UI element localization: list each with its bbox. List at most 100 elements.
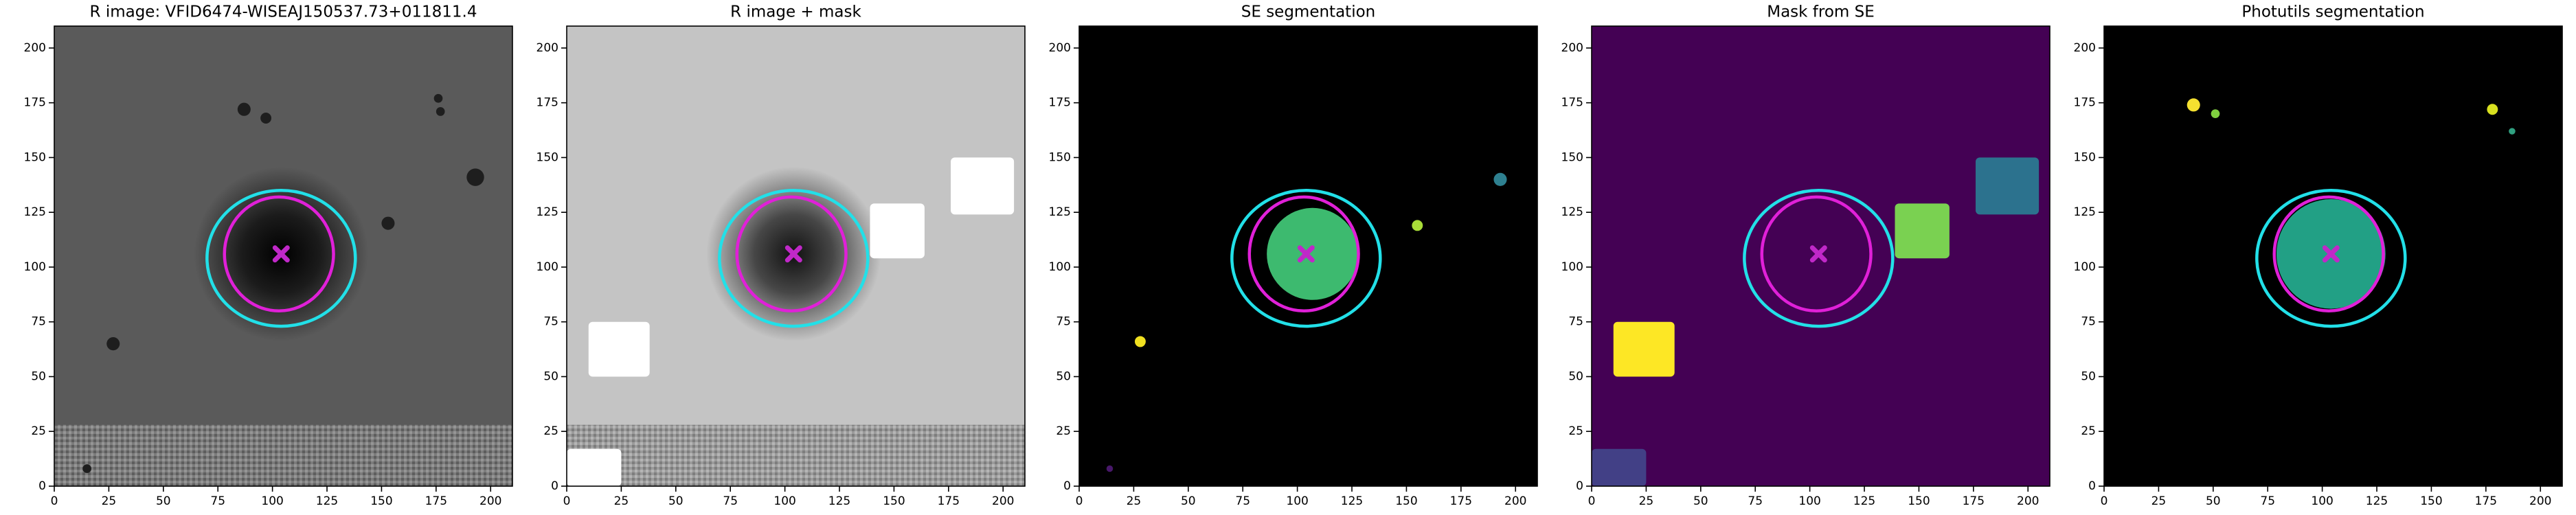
y-tick-label: 200: [24, 41, 46, 55]
mask-rect: [1976, 157, 2040, 215]
segment: [2187, 98, 2200, 112]
x-tick-label: 25: [1639, 494, 1654, 508]
y-tick-label: 75: [1056, 315, 1071, 329]
y-tick-label: 0: [1063, 479, 1071, 493]
x-tick-label: 175: [1963, 494, 1985, 508]
image-area: [1079, 26, 1537, 486]
axes-frame: [2103, 25, 2563, 487]
mask-rect: [1592, 448, 1647, 486]
mask-rect: [1613, 321, 1675, 377]
x-tick-label: 150: [1908, 494, 1930, 508]
segment: [2487, 104, 2498, 115]
segment: [82, 464, 91, 473]
panel: Photutils segmentation 0 25 50 75 100 125 150 17…: [2074, 3, 2563, 508]
aperture-ellipse: [2272, 195, 2385, 313]
x-tick-label: 75: [723, 494, 738, 508]
y-tick-label: 100: [1049, 260, 1071, 274]
segment: [260, 113, 272, 124]
x-tick-label: 0: [51, 494, 58, 508]
y-tick-label: 0: [38, 479, 46, 493]
segment: [106, 337, 120, 351]
x-tick-label: 75: [210, 494, 225, 508]
x-tick-label: 175: [938, 494, 960, 508]
y-tick-label: 75: [543, 315, 558, 329]
noise-band: [54, 424, 512, 486]
x-tick-label: 50: [1181, 494, 1196, 508]
segment: [2211, 109, 2220, 118]
aperture-ellipse: [1230, 189, 1382, 328]
noise-band: [567, 424, 1025, 486]
segment: [436, 107, 445, 116]
y-tick-label: 0: [1576, 479, 1583, 493]
aperture-ellipse: [735, 195, 848, 313]
x-tick-label: 175: [2475, 494, 2497, 508]
y-tick-label: 150: [24, 150, 46, 164]
mask-rect: [951, 157, 1015, 215]
image-area: [2104, 26, 2562, 486]
y-tick-label: 125: [2074, 205, 2096, 219]
axes-frame: [566, 25, 1026, 487]
y-tick-label: 100: [24, 260, 46, 274]
y-tick-label: 125: [536, 205, 558, 219]
image-area: [54, 26, 512, 486]
y-tick-label: 50: [543, 369, 558, 383]
x-tick-label: 75: [2260, 494, 2275, 508]
x-tick-label: 75: [1748, 494, 1763, 508]
segment: [1493, 172, 1507, 186]
x-tick-label: 25: [1127, 494, 1142, 508]
y-tick-label: 200: [1049, 41, 1071, 55]
x-tick-label: 100: [1286, 494, 1308, 508]
x-tick-label: 200: [992, 494, 1014, 508]
y-tick-label: 150: [1049, 150, 1071, 164]
center-marker: [2322, 245, 2340, 263]
aperture-ellipse: [718, 189, 870, 328]
y-tick-label: 150: [1561, 150, 1583, 164]
y-tick-label: 25: [1056, 424, 1071, 438]
segment: [466, 168, 484, 186]
y-tick-label: 175: [1049, 96, 1071, 110]
mask-rect: [567, 448, 622, 486]
panel-title: R image: VFID6474-WISEAJ150537.73+011811…: [90, 3, 477, 21]
x-tick-label: 0: [1076, 494, 1083, 508]
segment: [1106, 465, 1114, 472]
y-tick-label: 175: [536, 96, 558, 110]
segment: [1412, 220, 1423, 231]
segment: [381, 216, 395, 230]
y-tick-label: 25: [543, 424, 558, 438]
y-tick-label: 150: [2074, 150, 2096, 164]
x-tick-label: 50: [1693, 494, 1708, 508]
x-tick-label: 25: [2151, 494, 2167, 508]
y-tick-label: 0: [551, 479, 558, 493]
x-tick-label: 100: [2311, 494, 2333, 508]
panel: Mask from SE 0 25 50 75 100 125 150 175 200 0 25 50 7…: [1561, 3, 2050, 508]
y-tick-label: 25: [2081, 424, 2096, 438]
center-marker: [1809, 245, 1827, 263]
aperture-ellipse: [1760, 195, 1873, 313]
y-tick-label: 50: [1568, 369, 1583, 383]
y-tick-label: 50: [2081, 369, 2096, 383]
x-tick-label: 150: [2420, 494, 2442, 508]
x-tick-label: 150: [1395, 494, 1417, 508]
x-tick-label: 200: [2017, 494, 2039, 508]
y-tick-label: 50: [31, 369, 46, 383]
x-tick-label: 25: [102, 494, 117, 508]
y-tick-label: 100: [536, 260, 558, 274]
x-tick-label: 175: [425, 494, 447, 508]
y-tick-label: 175: [2074, 96, 2096, 110]
aperture-ellipse: [223, 195, 335, 313]
panel-title: Photutils segmentation: [2241, 3, 2424, 21]
segment: [2509, 128, 2516, 135]
mask-rect: [1895, 203, 1950, 259]
x-tick-label: 200: [2529, 494, 2551, 508]
panel-title: Mask from SE: [1767, 3, 1875, 21]
x-tick-label: 75: [1235, 494, 1250, 508]
aperture-ellipse: [205, 189, 357, 328]
aperture-ellipse: [1247, 195, 1360, 313]
x-tick-label: 125: [828, 494, 850, 508]
axes-frame: [1591, 25, 2050, 487]
center-marker: [272, 245, 290, 263]
y-tick-label: 25: [1568, 424, 1583, 438]
aperture-ellipse: [1743, 189, 1895, 328]
y-tick-label: 200: [2074, 41, 2096, 55]
